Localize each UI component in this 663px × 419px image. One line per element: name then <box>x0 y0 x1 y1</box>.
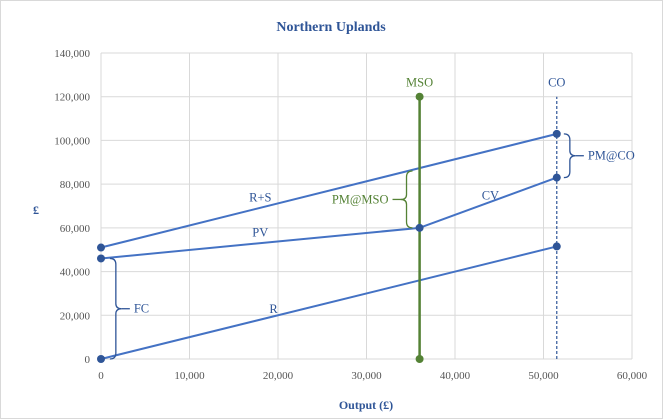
y-tick-label: 20,000 <box>60 310 91 322</box>
y-tick-label: 60,000 <box>60 223 91 235</box>
y-tick-label: 40,000 <box>60 267 91 279</box>
data-point <box>415 355 424 363</box>
data-point <box>552 173 561 182</box>
x-tick-label: 10,000 <box>174 370 205 382</box>
line-label-r-plus-s: R+S <box>249 191 271 205</box>
y-tick-label: 120,000 <box>54 92 90 104</box>
series-line-pv <box>100 226 420 260</box>
line-label-cv: CV <box>482 188 499 202</box>
x-tick-label: 0 <box>98 370 104 382</box>
fc-label: FC <box>134 302 149 316</box>
brackets <box>109 133 584 360</box>
chart-title: Northern Uplands <box>276 20 386 35</box>
data-point <box>552 242 561 251</box>
y-tick-label: 140,000 <box>54 48 90 60</box>
series-line-r-plus-s <box>100 132 558 249</box>
data-point <box>415 223 424 232</box>
x-tick-label: 30,000 <box>351 370 382 382</box>
data-point <box>97 243 105 252</box>
y-axis-title: £ <box>33 203 39 217</box>
x-tick-label: 60,000 <box>617 370 648 382</box>
y-tick-label: 100,000 <box>54 135 90 147</box>
x-tick-label: 50,000 <box>528 370 559 382</box>
pm-at-co-label: PM@CO <box>588 149 635 163</box>
series-line-cv <box>419 176 558 229</box>
data-point <box>415 92 424 101</box>
co-label: CO <box>548 76 565 90</box>
data-points <box>97 92 561 363</box>
annotations: MSO CO FC PM@MSO PM@CO R+S PV CV R <box>134 76 635 316</box>
data-point <box>552 129 561 138</box>
data-point <box>97 355 105 363</box>
series-lines <box>100 132 558 360</box>
data-point <box>97 254 105 263</box>
x-tick-label: 20,000 <box>263 370 294 382</box>
line-label-pv: PV <box>252 226 268 240</box>
x-axis-title: Output (£) <box>339 398 393 412</box>
line-label-r: R <box>269 302 278 316</box>
pm-at-mso-label: PM@MSO <box>332 192 389 206</box>
gridlines <box>100 52 633 360</box>
x-tick-label: 40,000 <box>440 370 471 382</box>
series-line-r <box>100 245 558 360</box>
y-tick-label: 80,000 <box>60 179 91 191</box>
mso-label: MSO <box>406 76 433 90</box>
y-tick-label: 0 <box>85 354 91 366</box>
tick-labels: 0 10,000 20,000 30,000 40,000 50,000 60,000 0 20… <box>54 48 647 382</box>
